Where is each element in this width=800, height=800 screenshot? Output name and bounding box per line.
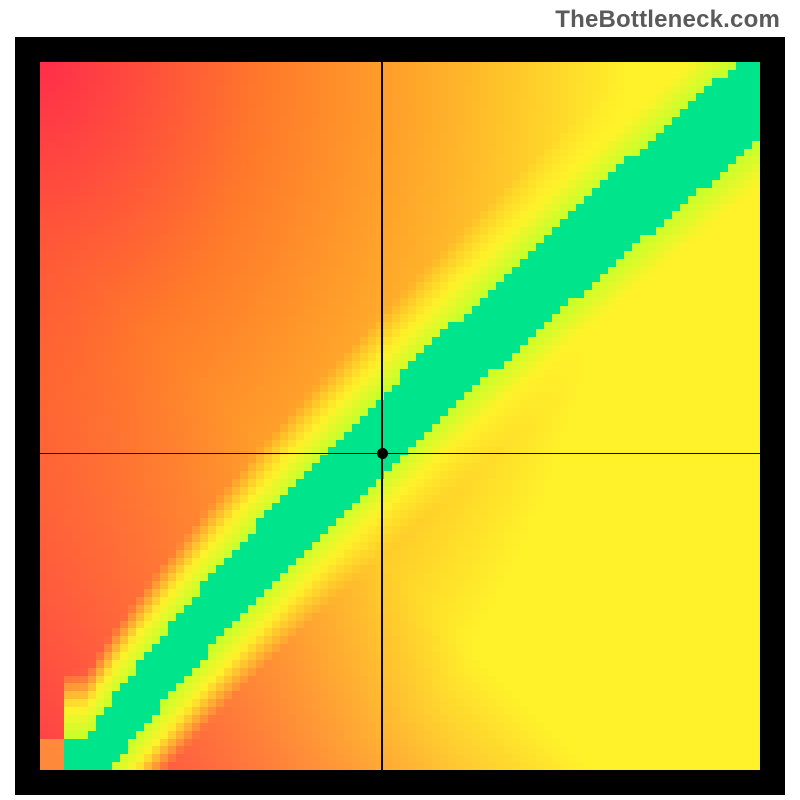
crosshair-dot xyxy=(377,448,388,459)
chart-container: TheBottleneck.com xyxy=(0,0,800,800)
crosshair-horizontal xyxy=(40,453,760,455)
watermark-text: TheBottleneck.com xyxy=(555,6,780,34)
heatmap-area xyxy=(40,62,760,770)
crosshair-vertical xyxy=(381,62,383,770)
